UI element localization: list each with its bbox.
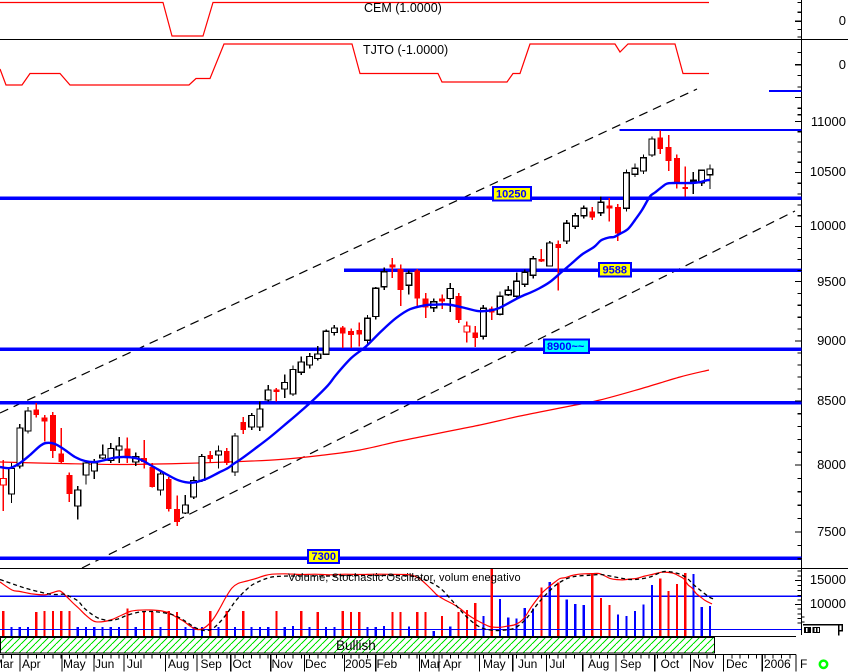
svg-text:9500: 9500 <box>817 274 846 289</box>
svg-text:10250: 10250 <box>496 189 527 201</box>
svg-text:10500: 10500 <box>810 164 846 179</box>
svg-text:2005: 2005 <box>345 657 372 671</box>
svg-text:9588: 9588 <box>603 265 627 277</box>
svg-text:Nov: Nov <box>272 657 293 671</box>
svg-text:11000: 11000 <box>811 114 846 129</box>
svg-text:Aug: Aug <box>588 657 609 671</box>
svg-text:Sep: Sep <box>201 657 223 671</box>
svg-text:Sep: Sep <box>620 657 642 671</box>
svg-text:Aug: Aug <box>168 657 189 671</box>
svg-text:7500: 7500 <box>817 524 846 539</box>
svg-text:Jun: Jun <box>518 657 537 671</box>
svg-text:Feb: Feb <box>377 657 398 671</box>
svg-text:Volume, Stochastic Oscillator,: Volume, Stochastic Oscillator, volum ene… <box>288 572 521 584</box>
svg-text:Mar: Mar <box>0 657 14 671</box>
svg-text:TJTO (-1.0000): TJTO (-1.0000) <box>363 43 448 57</box>
svg-text:Bullish: Bullish <box>336 638 376 653</box>
svg-text:Jul: Jul <box>127 657 142 671</box>
svg-text:Dec: Dec <box>305 657 326 671</box>
svg-text:Oct: Oct <box>661 657 680 671</box>
svg-text:Mar: Mar <box>420 657 441 671</box>
svg-text:May: May <box>63 657 86 671</box>
svg-text:Apr: Apr <box>443 657 462 671</box>
svg-text:Jun: Jun <box>95 657 114 671</box>
svg-text:7300: 7300 <box>312 551 336 563</box>
svg-text:9000: 9000 <box>817 333 846 348</box>
svg-text:F: F <box>800 657 807 671</box>
svg-text:15000: 15000 <box>810 572 846 587</box>
svg-text:Oct: Oct <box>233 657 252 671</box>
svg-text:0: 0 <box>839 57 846 72</box>
svg-text:Apr: Apr <box>22 657 41 671</box>
svg-text:Dec: Dec <box>726 657 747 671</box>
svg-text:10000: 10000 <box>810 596 846 611</box>
svg-text:8000: 8000 <box>817 457 846 472</box>
svg-text:May: May <box>483 657 506 671</box>
svg-text:0: 0 <box>839 13 846 28</box>
svg-text:8500: 8500 <box>817 393 846 408</box>
svg-text:Jul: Jul <box>550 657 565 671</box>
svg-text:8900~~: 8900~~ <box>547 341 585 353</box>
svg-text:Nov: Nov <box>693 657 714 671</box>
svg-text:CEM (1.0000): CEM (1.0000) <box>364 1 442 15</box>
svg-text:10000: 10000 <box>810 218 846 233</box>
svg-text:2006: 2006 <box>764 657 791 671</box>
